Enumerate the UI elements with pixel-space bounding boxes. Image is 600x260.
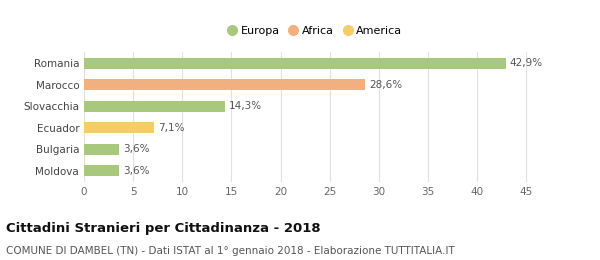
Text: 7,1%: 7,1% [158, 123, 184, 133]
Bar [84, 101, 224, 112]
Text: 3,6%: 3,6% [124, 144, 150, 154]
Bar [84, 58, 506, 69]
Text: 42,9%: 42,9% [509, 58, 543, 68]
Bar [84, 79, 365, 90]
Bar [84, 144, 119, 155]
Bar [84, 122, 154, 133]
Text: Cittadini Stranieri per Cittadinanza - 2018: Cittadini Stranieri per Cittadinanza - 2… [6, 222, 320, 235]
Text: 28,6%: 28,6% [369, 80, 402, 90]
Text: 3,6%: 3,6% [124, 166, 150, 176]
Bar [84, 165, 119, 176]
Text: COMUNE DI DAMBEL (TN) - Dati ISTAT al 1° gennaio 2018 - Elaborazione TUTTITALIA.: COMUNE DI DAMBEL (TN) - Dati ISTAT al 1°… [6, 246, 455, 256]
Legend: Europa, Africa, America: Europa, Africa, America [223, 21, 407, 41]
Text: 14,3%: 14,3% [229, 101, 262, 111]
